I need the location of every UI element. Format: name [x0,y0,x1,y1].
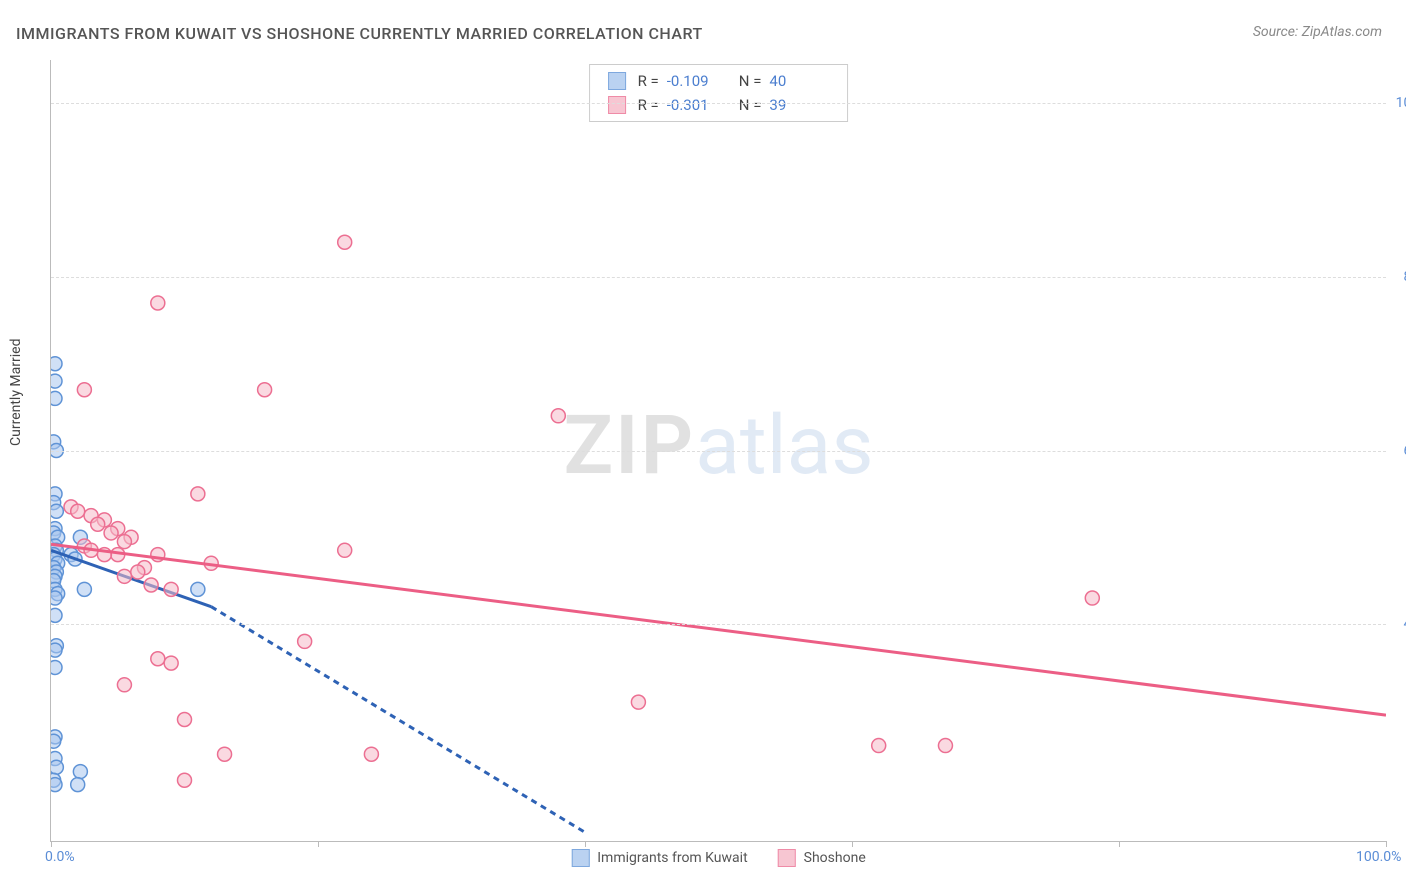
legend-swatch [571,849,589,867]
data-point [178,773,192,787]
chart-plot-area: ZIPatlas R =-0.109N =40R =-0.301N =39 Im… [50,60,1386,842]
data-point [117,569,131,583]
data-point [178,713,192,727]
data-point [71,504,85,518]
data-point [73,765,87,779]
data-point [71,778,85,792]
data-point [51,608,62,622]
data-point [1085,591,1099,605]
x-tick [1119,841,1120,847]
data-point [51,760,63,774]
data-point [338,235,352,249]
data-point [51,778,62,792]
data-point [164,656,178,670]
x-tick [585,841,586,847]
legend-label: Shoshone [804,850,866,866]
y-axis-title: Currently Married [8,339,24,446]
data-point [144,578,158,592]
x-tick-label: 0.0% [45,849,75,865]
data-point [938,739,952,753]
data-point [191,487,205,501]
gridline [51,451,1386,452]
x-tick [318,841,319,847]
data-point [872,739,886,753]
data-point [51,504,63,518]
chart-title: IMMIGRANTS FROM KUWAIT VS SHOSHONE CURRE… [16,24,703,43]
data-point [151,652,165,666]
legend: Immigrants from Kuwait Shoshone [571,849,866,867]
data-point [338,543,352,557]
data-point [51,591,62,605]
data-point [131,565,145,579]
gridline [51,103,1386,104]
data-point [77,582,91,596]
legend-swatch [778,849,796,867]
data-point [77,383,91,397]
gridline [51,624,1386,625]
y-tick-label: 100.0% [1396,95,1406,111]
x-tick-label: 100.0% [1356,849,1401,865]
data-point [51,734,61,748]
x-tick [1386,841,1387,847]
gridline [51,277,1386,278]
data-point [364,747,378,761]
data-point [91,517,105,531]
data-point [51,374,62,388]
data-point [191,582,205,596]
x-tick [51,841,52,847]
data-point [117,535,131,549]
data-point [104,526,118,540]
legend-label: Immigrants from Kuwait [597,850,747,866]
data-point [151,296,165,310]
data-point [551,409,565,423]
data-point [51,391,62,405]
legend-item: Shoshone [778,849,866,867]
data-point [164,582,178,596]
data-point [631,695,645,709]
data-point [218,747,232,761]
data-point [298,634,312,648]
data-point [258,383,272,397]
trend-line [211,607,585,833]
data-point [51,643,62,657]
legend-item: Immigrants from Kuwait [571,849,747,867]
data-point [51,660,62,674]
data-point [117,678,131,692]
x-tick [852,841,853,847]
source-attribution: Source: ZipAtlas.com [1253,24,1382,40]
data-point [51,357,62,371]
